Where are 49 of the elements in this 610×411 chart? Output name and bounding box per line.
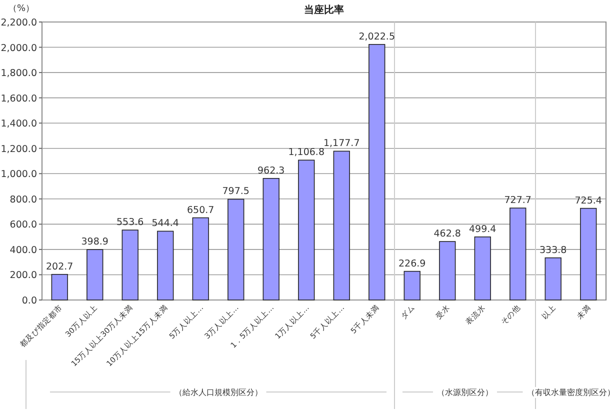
y-tick-label: 400.0 [10,244,37,256]
bar [86,249,104,300]
bar [122,230,138,300]
bar [510,208,526,300]
text: （水源別区分） [437,388,493,397]
data-label: 1,177.7 [323,138,360,150]
y-tick-label: 1,000.0 [0,169,37,180]
y-tick-label: 1,200.0 [0,144,37,155]
data-label: 1,106.8 [288,147,325,158]
y-tick-label: 0.0 [22,296,37,306]
y-axis-title: （%） [8,4,35,14]
text: （給水人口規模別区分） [174,388,262,397]
data-label: 333.8 [540,244,567,256]
text: （有収水量密度別区分） [526,388,610,397]
bar [51,274,68,300]
y-tick-label: 2,000.0 [0,42,37,54]
chart-title: 当座比率 [304,4,344,16]
y-tick-label: 800.0 [10,194,37,206]
bar [544,257,562,300]
data-label: 797.5 [222,186,250,198]
bar [298,160,315,300]
bar [228,198,244,300]
bar [404,270,420,300]
bar [474,236,491,300]
bar [157,230,174,300]
bar [333,150,350,300]
bar [368,44,386,300]
data-label: 725.4 [574,195,602,206]
bar [262,178,280,300]
data-label: 202.7 [46,261,74,272]
data-label: 398.9 [81,236,108,248]
data-label: 2,022.5 [358,31,396,42]
data-label: 544.4 [152,218,179,230]
bar [580,208,597,300]
bar [192,217,209,300]
data-label: 226.9 [398,258,426,270]
data-label: 962.3 [258,165,285,176]
y-tick-label: 2,200.0 [0,18,37,28]
y-tick-label: 1,800.0 [0,68,37,80]
y-tick-label: 1,600.0 [0,93,37,104]
data-label: 499.4 [469,224,496,235]
y-tick-label: 200.0 [10,270,37,282]
data-label: 650.7 [187,204,214,216]
y-tick-label: 1,400.0 [0,118,37,130]
y-tick-label: 600.0 [10,220,37,231]
data-label: 553.6 [116,217,144,228]
data-label: 462.8 [434,228,461,240]
bar [439,241,456,300]
data-label: 727.7 [504,195,532,206]
